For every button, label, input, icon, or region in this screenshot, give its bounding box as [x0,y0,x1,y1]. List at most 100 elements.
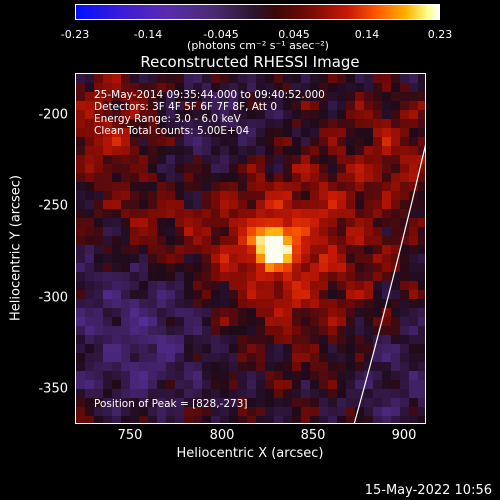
heatmap-cell [121,209,131,219]
heatmap-cell [148,344,158,354]
heatmap-cell [319,263,329,273]
heatmap-cell [355,416,365,423]
heatmap-cell [85,83,95,93]
heatmap-cell [328,119,338,129]
heatmap-cell [193,308,203,318]
heatmap-cell [364,200,374,210]
heatmap-cell [103,182,113,192]
heatmap-cell [166,380,176,390]
heatmap-cell [130,398,140,408]
heatmap-cell [247,155,257,165]
heatmap-cell [337,137,347,147]
heatmap-cell [130,344,140,354]
heatmap-cell [310,398,320,408]
heatmap-cell [409,83,419,93]
heatmap-cell [94,74,104,84]
heatmap-cell [346,182,356,192]
heatmap-cell [148,290,158,300]
heatmap-cell [139,326,149,336]
heatmap-cell [139,362,149,372]
heatmap-cell [355,389,365,399]
heatmap-cell [400,155,410,165]
heatmap-cell [94,209,104,219]
heatmap-cell [418,281,425,291]
heatmap-cell [283,272,293,282]
heatmap-cell [85,344,95,354]
heatmap-cell [364,416,374,423]
heatmap-cell [310,128,320,138]
heatmap-cell [373,200,383,210]
heatmap-cell [211,227,221,237]
heatmap-cell [409,173,419,183]
heatmap-cell [355,290,365,300]
heatmap-cell [247,389,257,399]
heatmap-cell [283,119,293,129]
heatmap-cell [409,416,419,423]
heatmap-cell [265,362,275,372]
heatmap-cell [247,416,257,423]
heatmap-cell [184,245,194,255]
heatmap-cell [256,155,266,165]
heatmap-cell [220,200,230,210]
info-time: 25-May-2014 09:35:44.000 to 09:40:52.000 [94,89,325,101]
heatmap-cell [400,371,410,381]
heatmap-cell [184,326,194,336]
heatmap-cell [265,407,275,417]
heatmap-cell [76,236,86,246]
heatmap-cell [382,182,392,192]
heatmap-cell [202,227,212,237]
heatmap-cell [409,398,419,408]
heatmap-cell [328,299,338,309]
heatmap-cell [319,245,329,255]
heatmap-image[interactable] [75,73,426,424]
heatmap-cell [328,218,338,228]
heatmap-cell [310,137,320,147]
heatmap-cell [184,227,194,237]
heatmap-cell [265,182,275,192]
heatmap-cell [319,173,329,183]
heatmap-cell [292,272,302,282]
heatmap-cell [373,362,383,372]
heatmap-cell [418,290,425,300]
heatmap-cell [238,128,248,138]
heatmap-cell [328,281,338,291]
heatmap-cell [229,254,239,264]
heatmap-cell [364,119,374,129]
heatmap-cell [301,200,311,210]
heatmap-cell [328,164,338,174]
heatmap-cell [310,236,320,246]
heatmap-cell [364,389,374,399]
heatmap-cell [139,299,149,309]
heatmap-cell [94,137,104,147]
heatmap-cell [202,353,212,363]
heatmap-cell [337,380,347,390]
heatmap-cell [112,74,122,84]
heatmap-cell [382,362,392,372]
heatmap-cell [328,335,338,345]
heatmap-cell [157,272,167,282]
heatmap-cell [373,407,383,417]
heatmap-cell [247,398,257,408]
heatmap-cell [301,236,311,246]
heatmap-cell [355,272,365,282]
heatmap-cell [139,209,149,219]
heatmap-cell [247,335,257,345]
heatmap-cell [175,407,185,417]
heatmap-cell [418,83,425,93]
heatmap-cell [382,263,392,273]
heatmap-cell [256,389,266,399]
heatmap-cell [337,182,347,192]
heatmap-cell [391,362,401,372]
heatmap-cell [184,335,194,345]
heatmap-cell [373,227,383,237]
heatmap-cell [175,110,185,120]
heatmap-cell [310,110,320,120]
heatmap-cell [85,389,95,399]
heatmap-cell [202,146,212,156]
heatmap-cell [121,254,131,264]
heatmap-cell [76,281,86,291]
heatmap-cell [184,110,194,120]
heatmap-cell [328,209,338,219]
heatmap-cell [184,236,194,246]
heatmap-cell [139,101,149,111]
